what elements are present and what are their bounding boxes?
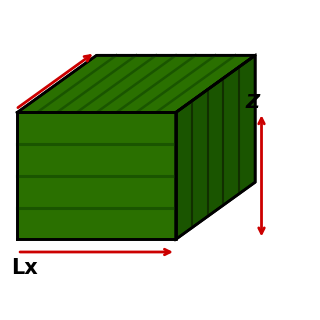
Polygon shape: [176, 55, 255, 239]
Text: Lx: Lx: [11, 258, 38, 278]
Polygon shape: [17, 112, 176, 239]
Text: Z: Z: [246, 93, 260, 112]
Polygon shape: [17, 55, 255, 112]
